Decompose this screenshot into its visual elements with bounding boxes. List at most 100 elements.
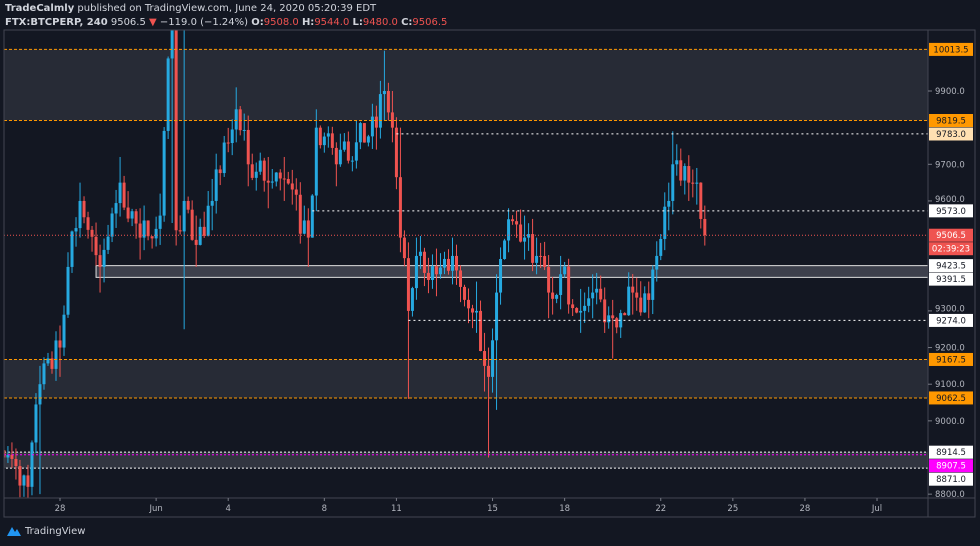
candle-body <box>635 292 639 298</box>
candle-body <box>503 240 507 259</box>
candle-body <box>278 172 282 179</box>
y-tick-label: 9200.0 <box>935 343 965 353</box>
candle-body <box>254 171 258 178</box>
tradingview-logo[interactable]: TradingView <box>6 525 85 537</box>
candle-body <box>306 220 310 238</box>
candle-body <box>94 236 98 256</box>
bar-countdown: 02:39:23 <box>932 245 970 255</box>
candle-body <box>202 226 206 236</box>
candle-body <box>643 293 647 313</box>
author-name[interactable]: TradeCalmly <box>5 3 75 14</box>
candle-body <box>114 203 118 214</box>
candle-body <box>318 127 322 146</box>
x-tick-label: 15 <box>487 504 498 514</box>
candle-body <box>471 308 475 313</box>
candle-body <box>434 266 438 275</box>
x-tick-label: 28 <box>800 504 811 514</box>
candle-body <box>4 450 6 458</box>
candle-body <box>691 182 695 184</box>
candle-body <box>651 269 655 300</box>
candle-body <box>442 258 446 268</box>
candle-body <box>406 258 410 311</box>
candle-body <box>130 211 134 219</box>
candle-body <box>499 258 503 293</box>
price-label-bg <box>929 272 973 286</box>
candle-body <box>539 255 543 257</box>
candle-body <box>230 129 234 144</box>
candle-body <box>603 299 607 323</box>
candle-body <box>346 141 350 161</box>
candle-body <box>18 466 22 486</box>
open-value: 9508.0 <box>263 17 299 28</box>
candle-body <box>134 211 138 224</box>
candle-body <box>667 200 671 207</box>
candle-body <box>302 220 306 234</box>
candle-body <box>330 133 334 148</box>
candle-body <box>182 200 186 232</box>
candle-body <box>26 475 30 487</box>
candle-body <box>587 298 591 306</box>
candle-body <box>310 195 314 238</box>
low-label: L: <box>352 17 363 28</box>
candle-body <box>655 255 659 270</box>
low-value: 9480.0 <box>362 17 398 28</box>
candle-body <box>467 299 471 309</box>
candle-body <box>314 127 318 196</box>
x-tick-label: 4 <box>225 504 230 514</box>
price-label: 8914.5 <box>936 448 966 458</box>
candle-body <box>551 292 555 299</box>
price-label: 8907.5 <box>936 462 966 472</box>
price-label: 9167.5 <box>936 355 966 365</box>
candle-body <box>659 238 663 256</box>
price-label: 9062.5 <box>936 394 966 404</box>
candle-body <box>575 308 579 313</box>
candle-body <box>38 384 42 405</box>
candle-body <box>422 251 426 273</box>
price-label: 9506.5 <box>936 231 966 241</box>
candle-body <box>90 229 94 237</box>
candle-body <box>382 91 386 95</box>
candle-body <box>599 288 603 300</box>
candle-body <box>507 219 511 241</box>
x-tick-label: 28 <box>55 504 66 514</box>
candle-body <box>615 318 619 328</box>
price-label-bg <box>929 445 973 459</box>
candle-body <box>631 286 635 293</box>
candle-body <box>6 454 10 458</box>
candle-body <box>547 266 551 293</box>
candle-body <box>511 219 515 222</box>
candle-body <box>487 365 491 377</box>
candle-body <box>410 288 414 311</box>
candle-body <box>66 266 70 315</box>
resistance-zone <box>4 49 928 121</box>
candle-body <box>495 292 499 341</box>
candle-body <box>663 206 667 239</box>
candle-body <box>362 123 366 143</box>
candle-body <box>687 166 691 183</box>
candle-body <box>579 310 583 313</box>
candle-body <box>591 292 595 299</box>
down-arrow-icon: ▼ <box>149 17 157 28</box>
x-tick-label: 18 <box>559 504 570 514</box>
candle-body <box>154 228 158 239</box>
candle-body <box>58 340 62 348</box>
candle-body <box>78 200 82 229</box>
candle-body <box>246 129 250 165</box>
price-label-bg <box>929 313 973 327</box>
candle-body <box>270 181 274 183</box>
candle-body <box>106 236 110 250</box>
candle-body <box>158 215 162 229</box>
candle-body <box>623 313 627 316</box>
candle-body <box>619 313 623 328</box>
candle-body <box>162 130 166 216</box>
candle-body <box>571 304 575 309</box>
chart-frame <box>3 29 976 518</box>
candle-body <box>298 194 302 234</box>
candle-body <box>62 314 66 348</box>
candle-body <box>274 172 278 182</box>
price-label: 9423.5 <box>936 262 966 272</box>
candle-body <box>266 180 270 183</box>
candle-body <box>178 230 182 232</box>
candle-body <box>238 109 242 131</box>
